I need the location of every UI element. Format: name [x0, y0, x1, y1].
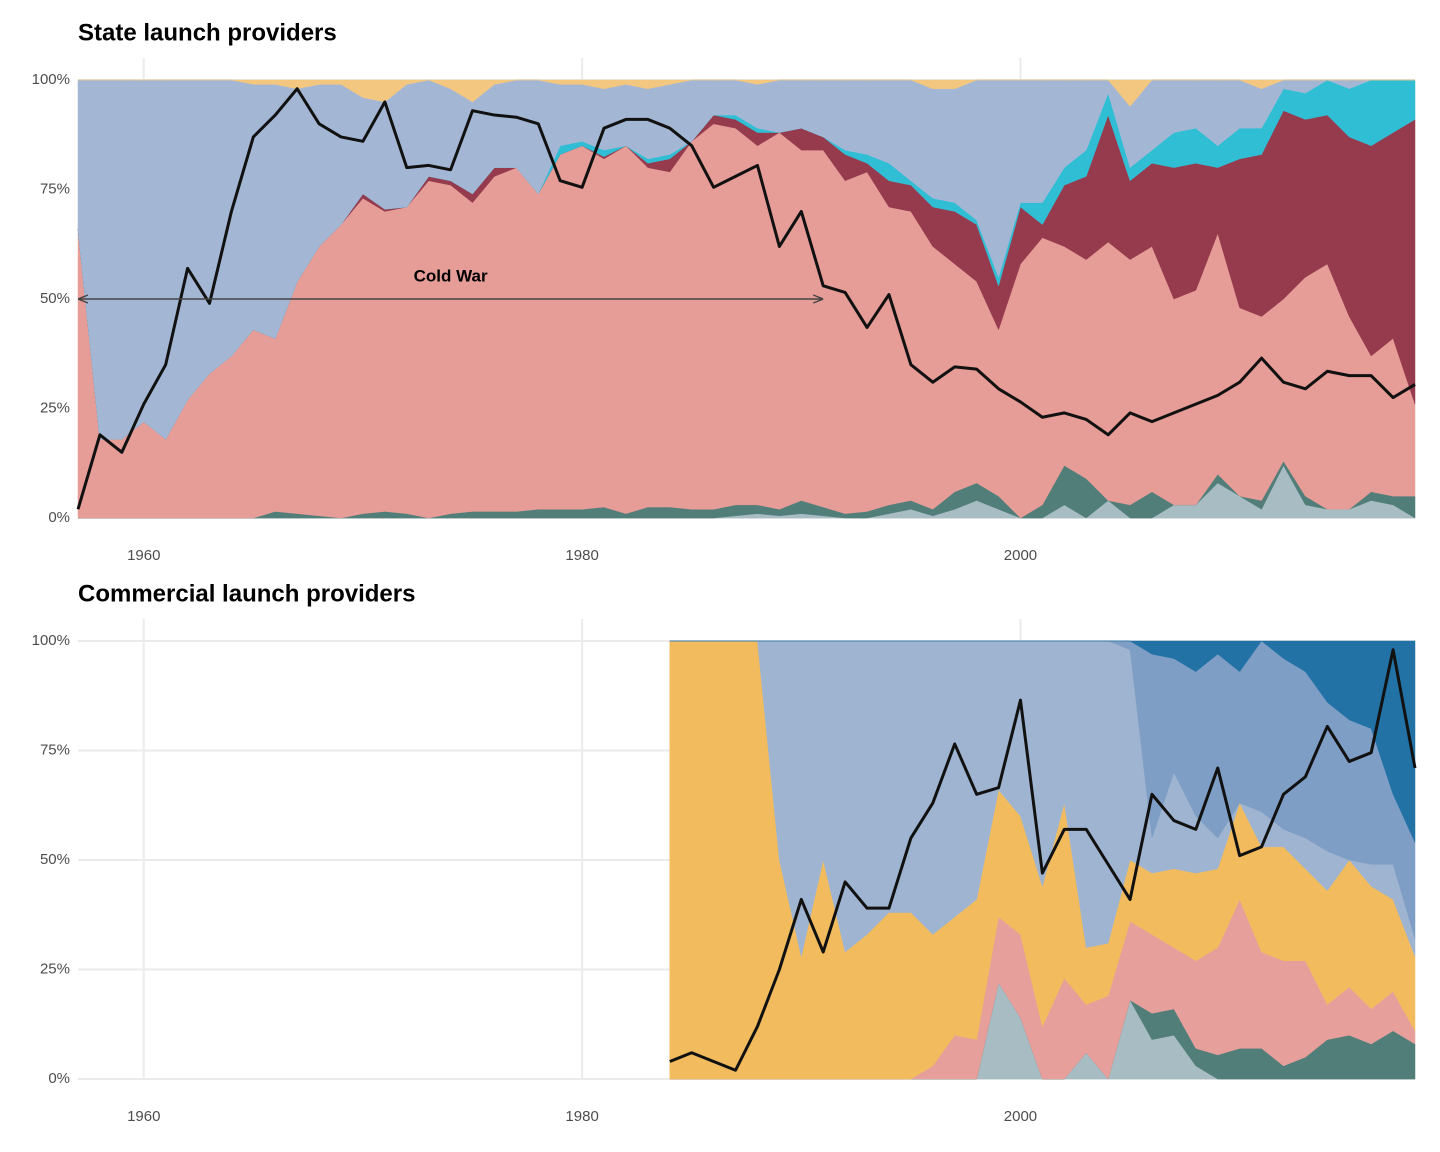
x-tick-label: 2000: [1004, 1108, 1037, 1125]
share-line: [669, 648, 1417, 1072]
x-tick-label: 1980: [565, 547, 598, 564]
y-tick-label: 100%: [32, 632, 70, 649]
y-tick-label: 75%: [40, 180, 70, 197]
chart-title: Commercial launch providers: [78, 580, 415, 607]
x-tick-label: 1980: [565, 1108, 598, 1125]
x-tick-label: 2000: [1004, 547, 1037, 564]
chart-title: State launch providers: [78, 19, 337, 46]
y-tick-label: 100%: [32, 71, 70, 88]
area-layer: [78, 79, 1415, 107]
x-tick-label: 1960: [127, 547, 160, 564]
area-layer: [669, 640, 1416, 843]
y-tick-label: 25%: [40, 399, 70, 416]
y-tick-label: 25%: [40, 960, 70, 977]
annotation-label: Cold War: [414, 266, 488, 285]
y-tick-label: 50%: [40, 851, 70, 868]
y-tick-label: 75%: [40, 741, 70, 758]
x-tick-label: 1960: [127, 1108, 160, 1125]
y-tick-label: 0%: [48, 1070, 70, 1087]
share-line: [76, 87, 1416, 510]
y-tick-label: 0%: [48, 509, 70, 526]
y-tick-label: 50%: [40, 290, 70, 307]
